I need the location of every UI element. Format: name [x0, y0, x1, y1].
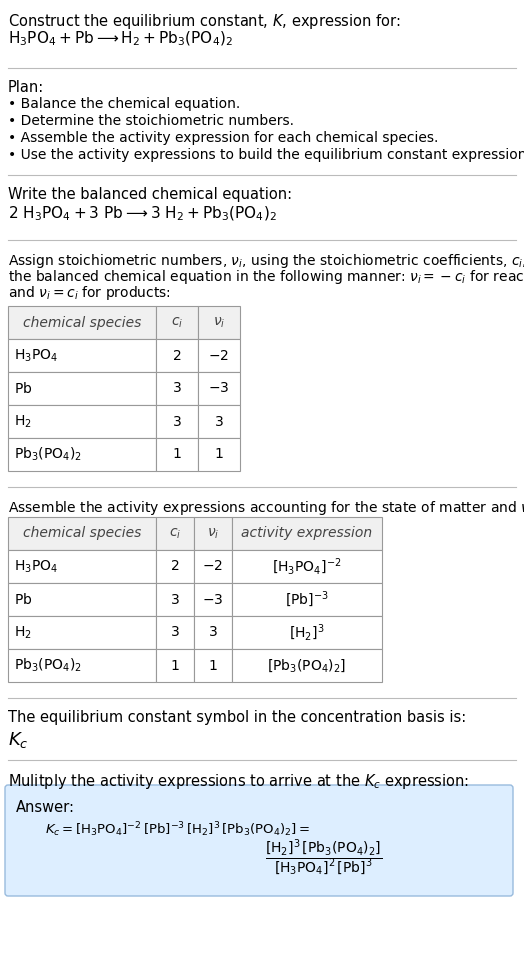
Text: $[\mathrm{Pb}]^{-3}$: $[\mathrm{Pb}]^{-3}$: [285, 590, 329, 609]
Bar: [8, 306, 156, 339]
Bar: [8, 438, 156, 471]
Bar: [156, 405, 198, 438]
Bar: [156, 372, 198, 405]
Bar: [198, 372, 240, 405]
Bar: [8, 649, 156, 682]
Text: • Balance the chemical equation.: • Balance the chemical equation.: [8, 97, 240, 111]
Text: $\mathrm{H_3PO_4}$: $\mathrm{H_3PO_4}$: [14, 347, 58, 363]
Text: chemical species: chemical species: [23, 316, 141, 330]
Bar: [198, 306, 240, 339]
Text: $K_c$: $K_c$: [8, 730, 29, 750]
Text: and $\nu_i = c_i$ for products:: and $\nu_i = c_i$ for products:: [8, 284, 171, 302]
Text: 3: 3: [171, 625, 179, 640]
Bar: [156, 438, 198, 471]
Bar: [198, 405, 240, 438]
Text: 1: 1: [214, 448, 223, 461]
Text: Answer:: Answer:: [16, 800, 75, 815]
Text: activity expression: activity expression: [242, 526, 373, 541]
Bar: [198, 339, 240, 372]
Bar: [8, 550, 156, 583]
Text: $\mathrm{Pb_3(PO_4)_2}$: $\mathrm{Pb_3(PO_4)_2}$: [14, 446, 82, 463]
Bar: [156, 550, 194, 583]
Text: $\mathrm{H_2}$: $\mathrm{H_2}$: [14, 413, 32, 430]
Text: $\nu_i$: $\nu_i$: [213, 316, 225, 330]
Text: $\mathrm{H_2}$: $\mathrm{H_2}$: [14, 624, 32, 641]
Text: $\mathrm{H_3PO_4}$: $\mathrm{H_3PO_4}$: [14, 558, 58, 574]
Text: Construct the equilibrium constant, $K$, expression for:: Construct the equilibrium constant, $K$,…: [8, 12, 401, 31]
Text: chemical species: chemical species: [23, 526, 141, 541]
Text: $\mathrm{Pb}$: $\mathrm{Pb}$: [14, 592, 32, 607]
Text: the balanced chemical equation in the following manner: $\nu_i = -c_i$ for react: the balanced chemical equation in the fo…: [8, 268, 524, 286]
Bar: [8, 616, 156, 649]
Bar: [198, 438, 240, 471]
Text: $\dfrac{[\mathrm{H_2}]^3\,[\mathrm{Pb_3(PO_4)_2}]}{[\mathrm{H_3PO_4}]^2\,[\mathr: $\dfrac{[\mathrm{H_2}]^3\,[\mathrm{Pb_3(…: [265, 838, 382, 878]
Bar: [232, 649, 382, 682]
Text: $-3$: $-3$: [209, 382, 230, 395]
Text: $[\mathrm{Pb_3(PO_4)_2}]$: $[\mathrm{Pb_3(PO_4)_2}]$: [267, 657, 346, 674]
Text: $\mathrm{2\ H_3PO_4 + 3\ Pb \longrightarrow 3\ H_2 + Pb_3(PO_4)_2}$: $\mathrm{2\ H_3PO_4 + 3\ Pb \longrightar…: [8, 205, 277, 223]
Bar: [194, 616, 232, 649]
Text: 1: 1: [209, 659, 217, 672]
Bar: [8, 372, 156, 405]
Bar: [156, 339, 198, 372]
Text: 3: 3: [172, 414, 181, 429]
Text: Assign stoichiometric numbers, $\nu_i$, using the stoichiometric coefficients, $: Assign stoichiometric numbers, $\nu_i$, …: [8, 252, 524, 270]
Bar: [232, 583, 382, 616]
Text: 1: 1: [171, 659, 179, 672]
Text: $[\mathrm{H_3PO_4}]^{-2}$: $[\mathrm{H_3PO_4}]^{-2}$: [272, 556, 342, 576]
Bar: [8, 405, 156, 438]
Text: $c_i$: $c_i$: [171, 316, 183, 330]
Text: $-2$: $-2$: [209, 348, 230, 363]
Text: $K_c = [\mathrm{H_3PO_4}]^{-2}\,[\mathrm{Pb}]^{-3}\,[\mathrm{H_2}]^3\,[\mathrm{P: $K_c = [\mathrm{H_3PO_4}]^{-2}\,[\mathrm…: [45, 821, 310, 839]
Text: $-2$: $-2$: [202, 559, 224, 573]
Bar: [8, 583, 156, 616]
Bar: [194, 583, 232, 616]
Text: $[\mathrm{H_2}]^3$: $[\mathrm{H_2}]^3$: [289, 622, 325, 643]
Text: Write the balanced chemical equation:: Write the balanced chemical equation:: [8, 187, 292, 202]
Text: 3: 3: [209, 625, 217, 640]
Text: 3: 3: [172, 382, 181, 395]
Bar: [156, 616, 194, 649]
Text: 1: 1: [172, 448, 181, 461]
Bar: [156, 517, 194, 550]
Bar: [156, 649, 194, 682]
FancyBboxPatch shape: [5, 785, 513, 896]
Text: $c_i$: $c_i$: [169, 526, 181, 541]
Text: $\nu_i$: $\nu_i$: [207, 526, 219, 541]
Text: 3: 3: [171, 593, 179, 606]
Text: $\mathrm{H_3PO_4 + Pb \longrightarrow H_2 + Pb_3(PO_4)_2}$: $\mathrm{H_3PO_4 + Pb \longrightarrow H_…: [8, 30, 233, 48]
Text: • Determine the stoichiometric numbers.: • Determine the stoichiometric numbers.: [8, 114, 294, 128]
Text: The equilibrium constant symbol in the concentration basis is:: The equilibrium constant symbol in the c…: [8, 710, 466, 725]
Text: • Use the activity expressions to build the equilibrium constant expression.: • Use the activity expressions to build …: [8, 148, 524, 162]
Bar: [232, 550, 382, 583]
Text: $\mathrm{Pb_3(PO_4)_2}$: $\mathrm{Pb_3(PO_4)_2}$: [14, 657, 82, 674]
Text: 2: 2: [171, 559, 179, 573]
Bar: [156, 306, 198, 339]
Bar: [8, 339, 156, 372]
Text: $\mathrm{Pb}$: $\mathrm{Pb}$: [14, 381, 32, 396]
Bar: [194, 649, 232, 682]
Bar: [8, 517, 156, 550]
Bar: [232, 517, 382, 550]
Text: • Assemble the activity expression for each chemical species.: • Assemble the activity expression for e…: [8, 131, 439, 145]
Bar: [194, 550, 232, 583]
Text: Plan:: Plan:: [8, 80, 44, 95]
Text: $-3$: $-3$: [202, 593, 224, 606]
Text: Assemble the activity expressions accounting for the state of matter and $\nu_i$: Assemble the activity expressions accoun…: [8, 499, 524, 517]
Text: Mulitply the activity expressions to arrive at the $K_c$ expression:: Mulitply the activity expressions to arr…: [8, 772, 469, 791]
Text: 3: 3: [215, 414, 223, 429]
Bar: [156, 583, 194, 616]
Bar: [232, 616, 382, 649]
Text: 2: 2: [172, 348, 181, 363]
Bar: [194, 517, 232, 550]
